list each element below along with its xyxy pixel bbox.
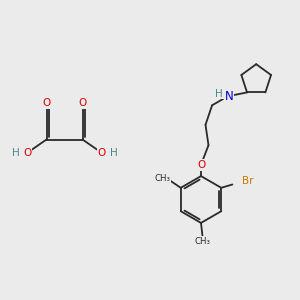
Text: CH₃: CH₃ xyxy=(155,174,171,183)
Text: O: O xyxy=(23,148,31,158)
Text: O: O xyxy=(42,98,51,109)
Text: Br: Br xyxy=(242,176,254,186)
Text: CH₃: CH₃ xyxy=(194,237,211,246)
Text: H: H xyxy=(110,148,117,158)
Text: O: O xyxy=(98,148,106,158)
Text: H: H xyxy=(215,89,223,99)
Text: H: H xyxy=(12,148,20,158)
Text: O: O xyxy=(78,98,87,109)
Text: N: N xyxy=(225,90,234,103)
Text: O: O xyxy=(197,160,205,170)
